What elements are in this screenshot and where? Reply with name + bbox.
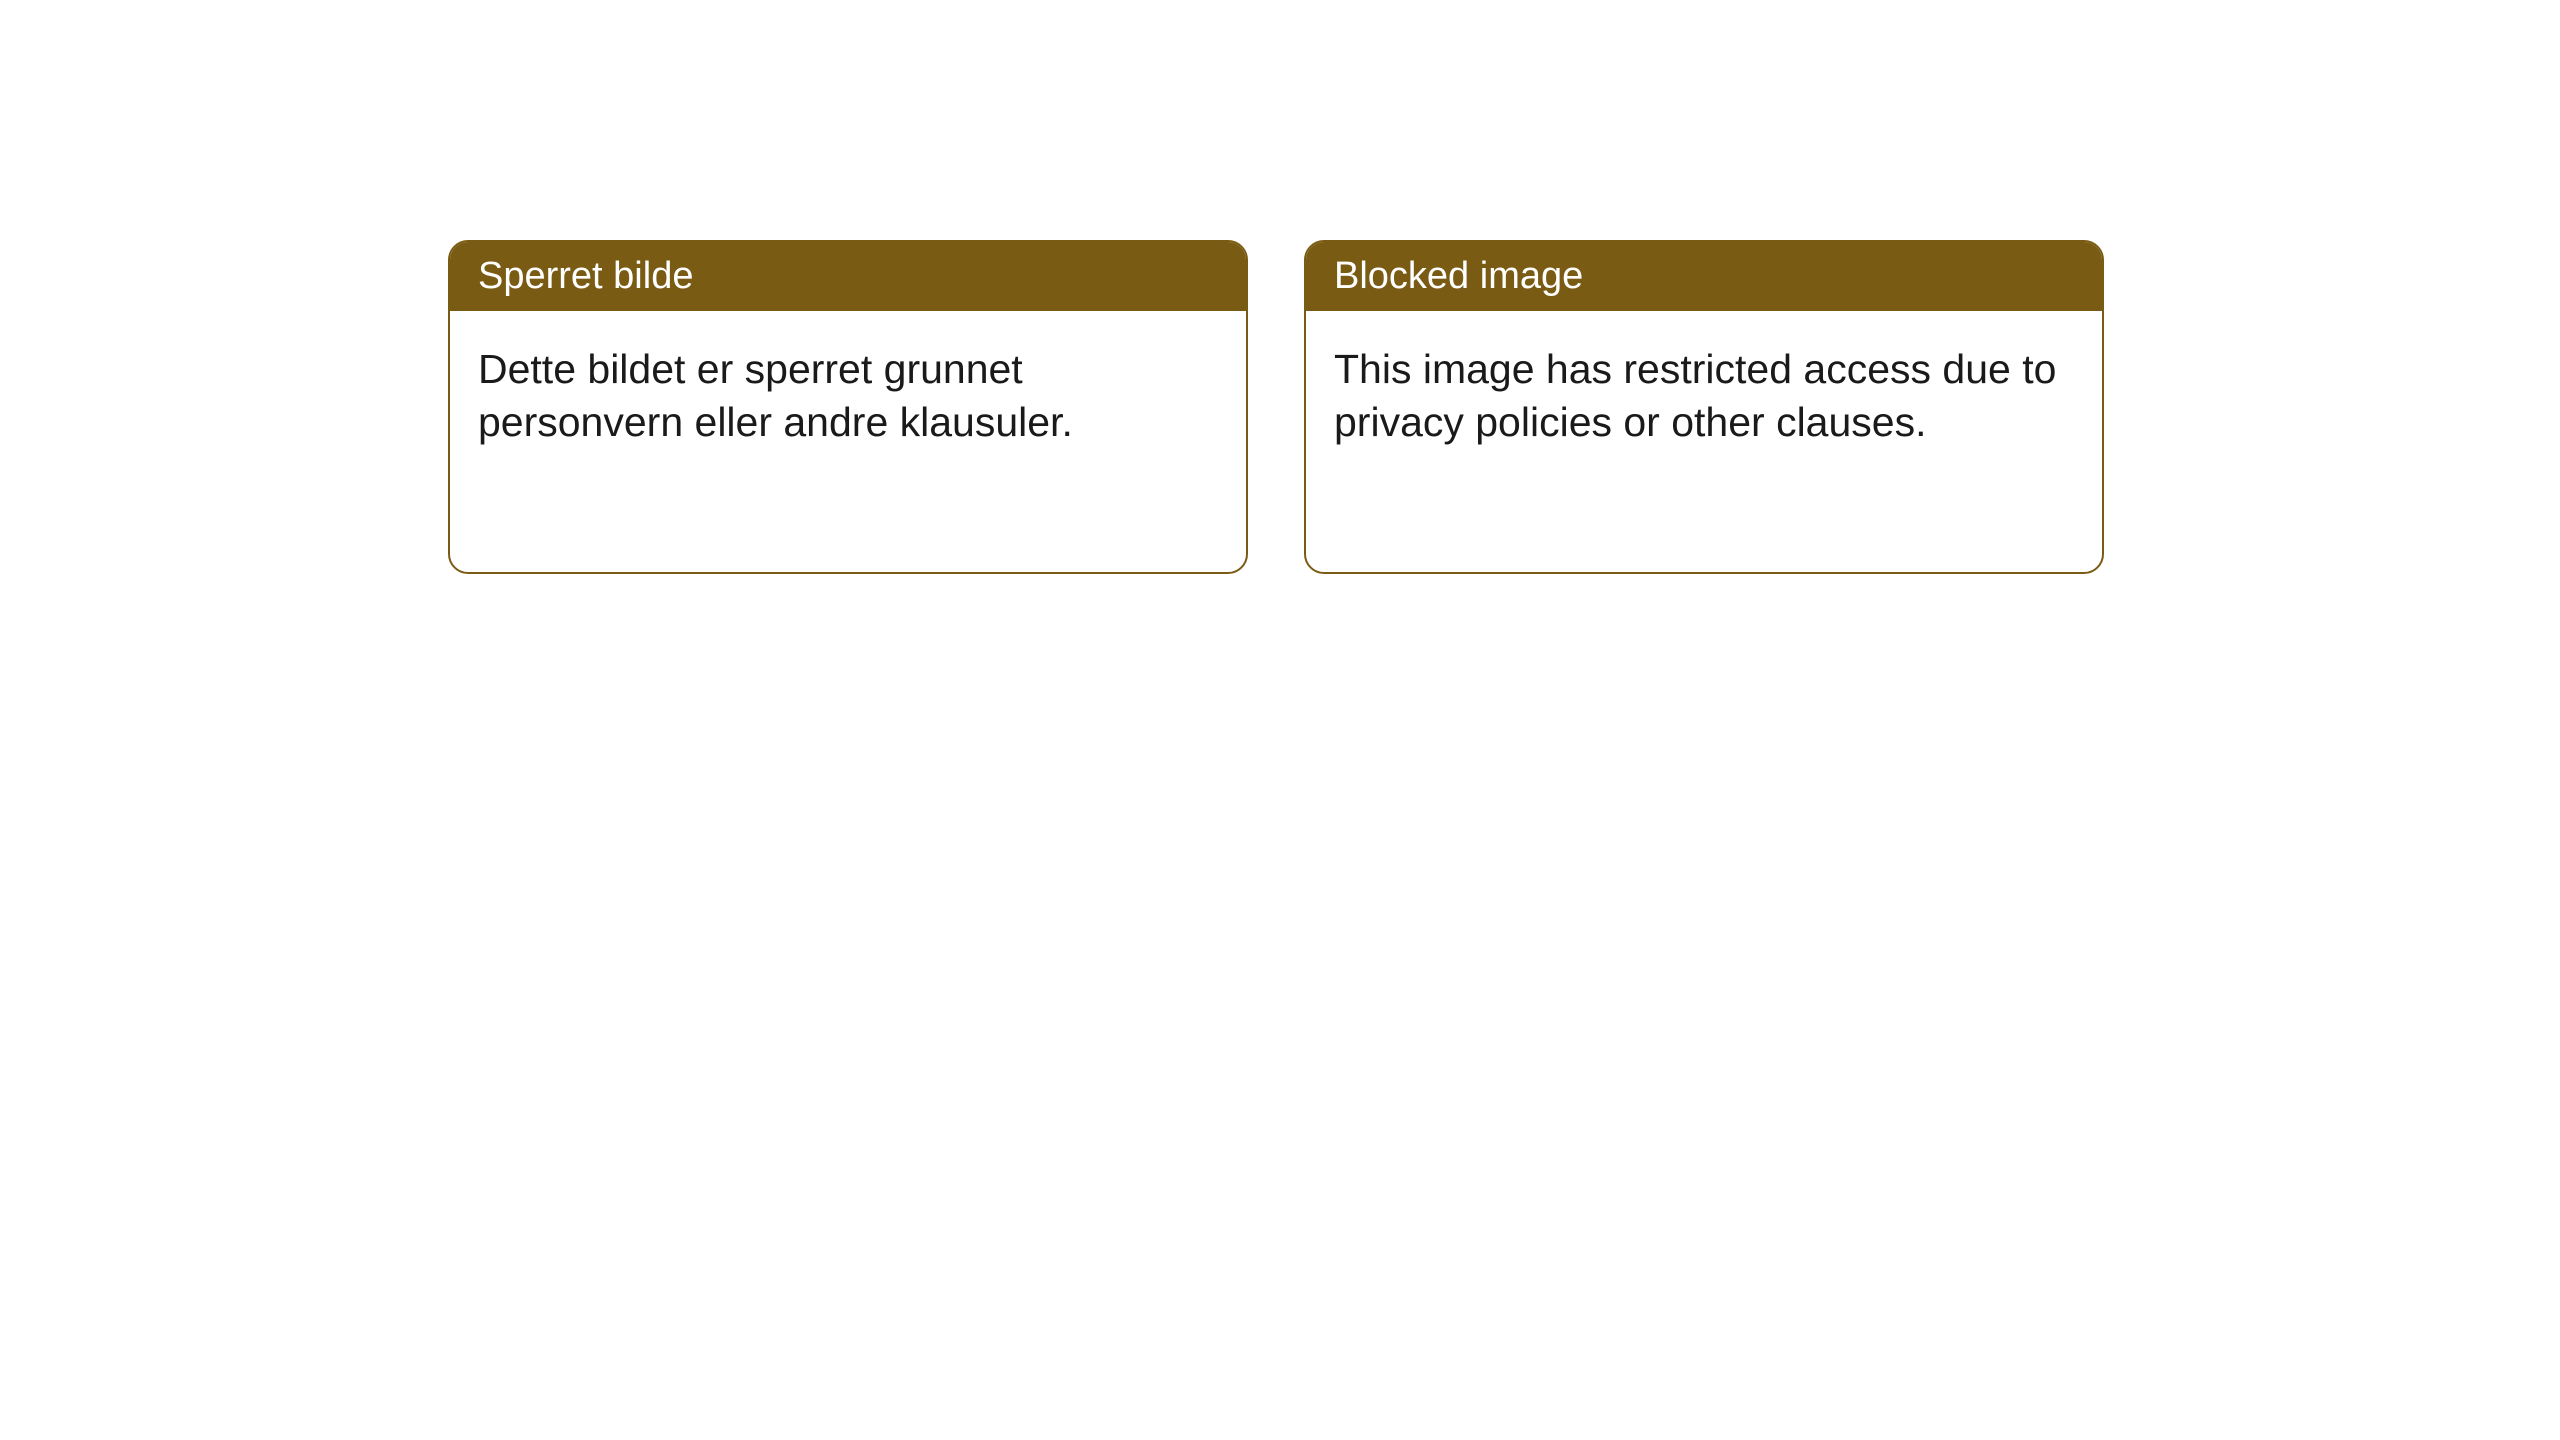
notice-card-body: Dette bildet er sperret grunnet personve… [450,311,1246,480]
notice-cards-container: Sperret bilde Dette bildet er sperret gr… [448,240,2104,574]
notice-card-norwegian: Sperret bilde Dette bildet er sperret gr… [448,240,1248,574]
notice-card-body: This image has restricted access due to … [1306,311,2102,480]
notice-card-title: Sperret bilde [450,242,1246,311]
notice-card-title: Blocked image [1306,242,2102,311]
notice-card-english: Blocked image This image has restricted … [1304,240,2104,574]
